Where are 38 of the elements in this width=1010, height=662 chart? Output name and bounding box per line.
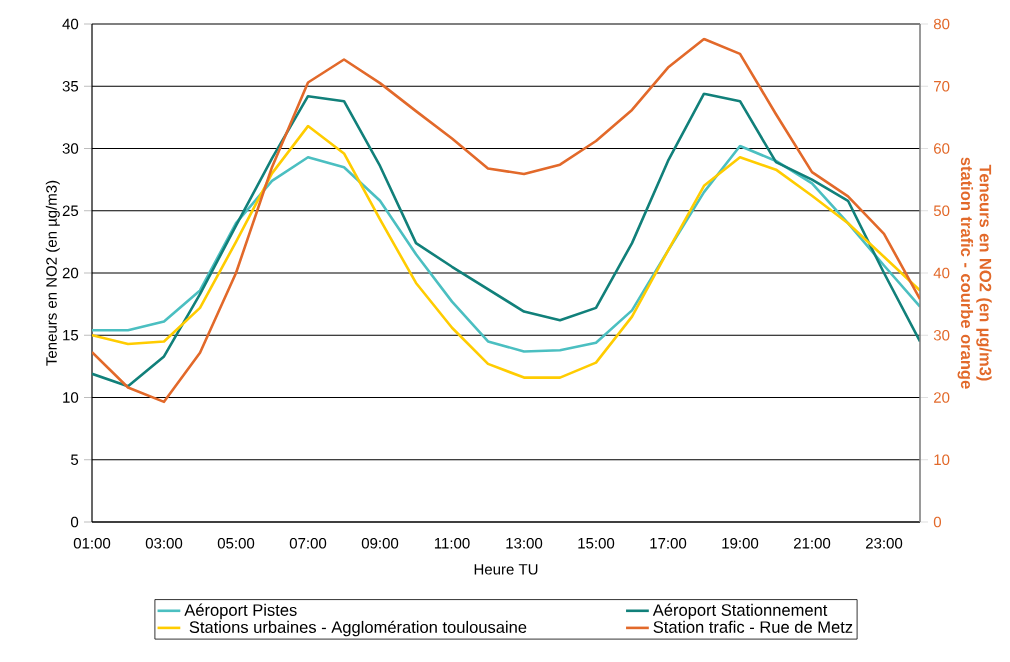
y2-tick-label: 80: [933, 18, 950, 30]
x-tick-label: 11:00: [434, 537, 470, 549]
y2-tick-label: 0: [933, 516, 942, 528]
y-tick-label: 20: [62, 267, 79, 279]
y-tick-label: 25: [62, 205, 79, 217]
y-axis-title: Teneurs en NO2 (en µg/m3): [45, 180, 60, 366]
legend-label: Aéroport Pistes: [184, 603, 297, 620]
y2-tick-label: 70: [934, 80, 950, 92]
x-axis-title: Heure TU: [474, 564, 538, 575]
y2-tick-label: 10: [934, 454, 950, 466]
x-tick-label: 17:00: [650, 537, 687, 549]
y-tick-label: 10: [63, 392, 79, 403]
x-tick-label: 05:00: [217, 537, 255, 549]
x-tick-label: 19:00: [722, 537, 759, 549]
legend-label: Aéroport Stationnement: [652, 603, 828, 620]
legend-label: Stations urbaines - Agglomération toulousaine: [189, 620, 527, 637]
y-tick-label: 15: [63, 330, 79, 341]
x-tick-label: 01:00: [73, 537, 111, 549]
x-tick-label: 21:00: [793, 537, 831, 549]
y2-tick-label: 30: [933, 329, 950, 341]
y2-axis-title: Teneurs en NO2 (en µg/m3) station trafic - courbe orange: [957, 157, 992, 389]
y-tick-label: 40: [62, 18, 79, 30]
y2-tick-label: 50: [933, 205, 950, 217]
line-series: [92, 37, 921, 404]
x-tick-label: 13:00: [506, 537, 543, 549]
y2-tick-label: 60: [934, 143, 950, 154]
x-tick-label: 23:00: [865, 537, 903, 549]
x-tick-label: 09:00: [361, 537, 399, 549]
x-tick-label: 15:00: [578, 537, 615, 549]
y-tick-label: 5: [71, 454, 79, 465]
y2-tick-label: 40: [933, 267, 950, 279]
legend-label: Station trafic - Rue de Metz: [653, 620, 853, 633]
y-tick-label: 30: [62, 143, 79, 154]
y-tick-label: 35: [62, 80, 79, 92]
x-tick-label: 03:00: [145, 537, 183, 549]
y2-tick-label: 20: [934, 392, 950, 403]
x-tick-label: 07:00: [289, 537, 327, 549]
y-tick-label: 0: [70, 516, 79, 528]
